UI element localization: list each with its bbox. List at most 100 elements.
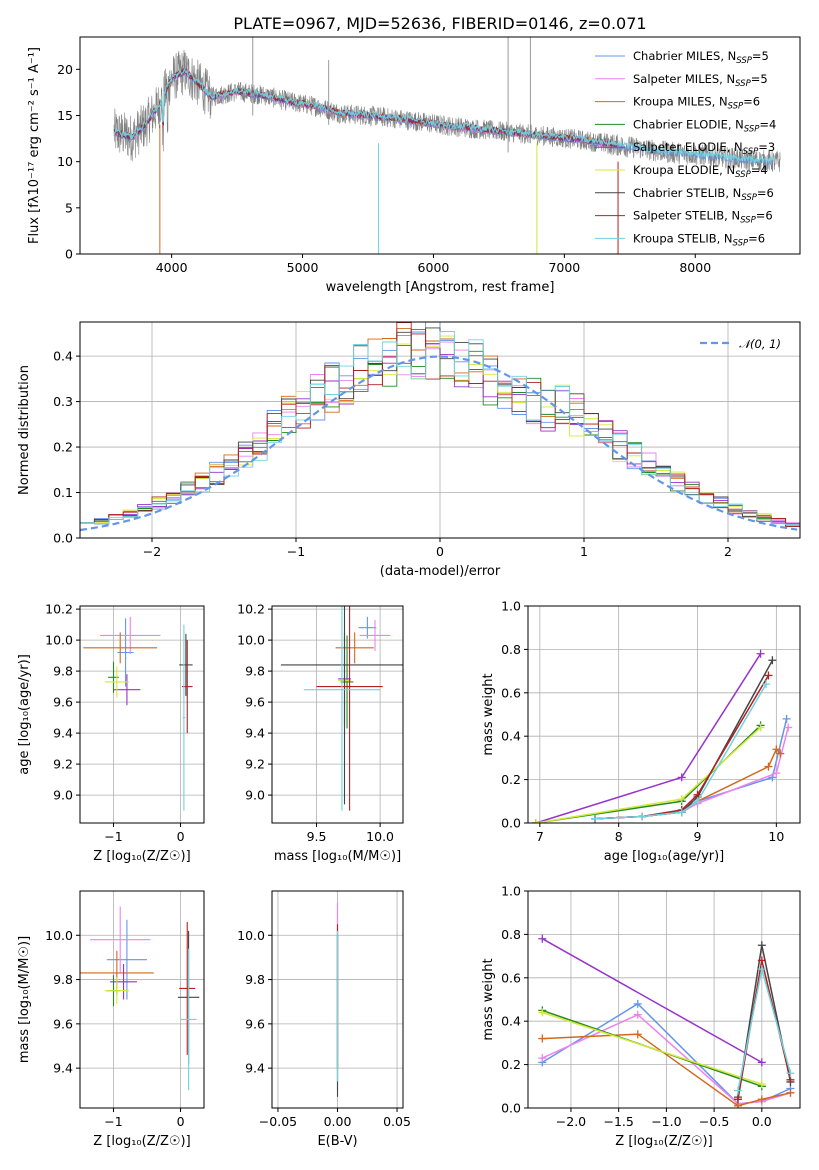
mass-weight-point: [638, 812, 647, 821]
x-tick-label: −0.5: [699, 1114, 729, 1129]
mass-weight-point: [677, 795, 686, 804]
x-tick-label: 0: [177, 1114, 185, 1129]
mass-weight-line: [535, 653, 762, 823]
y-tick-label: 9.0: [53, 788, 73, 803]
age-vs-mass-frame: [271, 605, 404, 824]
x-tick-label: −1: [287, 544, 305, 559]
y-tick-label: 0.4: [501, 1014, 521, 1029]
legend-entry: Kroupa MILES, NSSP=6: [633, 95, 760, 112]
y-tick-label: 9.8: [245, 972, 265, 987]
x-tick-label: −2.0: [556, 1114, 586, 1129]
mass-weight-point: [531, 819, 540, 823]
age-vs-mass-xlabel: mass [log₁₀(M/M☉)]: [274, 849, 401, 864]
legend-entry: Chabrier STELIB, NSSP=6: [633, 186, 774, 203]
legend-text: Salpeter ELODIE, N: [633, 140, 743, 154]
legend-text: Chabrier ELODIE, N: [633, 117, 744, 131]
x-tick-label: 6000: [418, 260, 450, 275]
figure-title: PLATE=0967, MJD=52636, FIBERID=0146, z=0…: [233, 14, 646, 33]
y-tick-label: 9.4: [245, 726, 265, 741]
legend-text: =6: [756, 209, 773, 223]
y-tick-label: 10: [57, 154, 73, 169]
mass-weight-point: [772, 769, 781, 778]
residuals-legend: 𝒩(0, 1): [700, 337, 781, 351]
legend-subscript: SSP: [743, 147, 759, 157]
y-tick-label: 9.2: [53, 757, 73, 772]
mass-weight-point: [633, 1030, 642, 1039]
y-tick-label: 9.6: [53, 695, 73, 710]
mass-weight-line: [737, 968, 792, 1091]
residual-histogram: [80, 322, 800, 538]
mass-weight-point: [757, 1080, 766, 1089]
mass-vs-Z-axes: −1 0 9.4 9.6 9.8 10.0 Z [log₁₀(Z/Z☉)] mass [log…: [17, 890, 205, 1149]
mass-weight-point: [756, 723, 765, 732]
spectrum-axes: 4000 5000 6000 7000 8000 0 5 10 15 20 wavelength […: [27, 36, 801, 295]
spectrum-ylabel: Flux [fλ10⁻¹⁷ erg cm⁻² s⁻¹ A⁻¹]: [27, 47, 42, 244]
mass-vs-Z-frame: [79, 890, 205, 1109]
x-tick-label: 0.05: [383, 1114, 411, 1129]
massweight-vs-age-frame: [527, 605, 801, 824]
legend-entry: Chabrier ELODIE, NSSP=4: [633, 117, 776, 134]
legend-subscript: SSP: [735, 79, 751, 89]
mass-weight-point: [786, 1069, 795, 1078]
age-vs-Z-frame: [79, 605, 205, 824]
legend-text: =3: [758, 140, 775, 154]
mass-vs-Z-ylabel: mass [log₁₀(M/M☉)]: [17, 936, 32, 1063]
mass-weight-point: [733, 1086, 742, 1095]
age-vs-Z-ylabel: age [log₁₀(age/yr)]: [17, 654, 32, 775]
legend-subscript: SSP: [744, 124, 760, 134]
legend-text: =6: [743, 95, 760, 109]
mass-weight-point: [633, 1010, 642, 1019]
y-tick-label: 10.2: [237, 602, 265, 617]
age-vs-Z-plot-area: [83, 616, 193, 811]
mass-weight-point: [757, 956, 766, 965]
y-tick-label: 0.0: [501, 816, 521, 831]
legend-subscript: SSP: [733, 238, 749, 248]
mass-weight-point: [776, 749, 785, 758]
y-tick-label: 9.4: [245, 1061, 265, 1076]
age-vs-mass-plot-area: [280, 606, 403, 811]
y-tick-label: 9.6: [245, 695, 265, 710]
mass-weight-point: [768, 656, 777, 665]
x-tick-label: 8: [615, 829, 623, 844]
y-tick-label: 10.0: [45, 928, 73, 943]
x-tick-label: −0.05: [259, 1114, 297, 1129]
spectrum-xlabel: wavelength [Angstrom, rest frame]: [326, 280, 555, 295]
x-tick-label: 0.0: [752, 1114, 772, 1129]
model-spectrum-line: [113, 67, 775, 164]
y-tick-label: 1.0: [501, 599, 521, 614]
mass-weight-point: [764, 762, 773, 771]
residual-histogram: [80, 331, 800, 538]
legend-entry: 𝒩(0, 1): [739, 337, 781, 351]
legend-subscript: SSP: [740, 216, 756, 226]
mass-weight-point: [756, 649, 765, 658]
y-tick-label: 9.2: [245, 757, 265, 772]
residuals-xlabel: (data-model)/error: [380, 564, 501, 579]
x-tick-label: 10: [768, 829, 784, 844]
legend-text: Chabrier MILES, N: [633, 49, 736, 63]
mass-weight-point: [757, 1058, 766, 1067]
y-tick-label: 0.4: [501, 729, 521, 744]
legend-subscript: SSP: [728, 102, 744, 112]
y-tick-label: 20: [57, 62, 73, 77]
mass-weight-line: [535, 724, 762, 823]
x-tick-label: 9: [694, 829, 702, 844]
y-tick-label: 9.8: [53, 664, 73, 679]
x-tick-label: 0: [177, 829, 185, 844]
legend-subscript: SSP: [736, 56, 752, 66]
mass-weight-point: [538, 1034, 547, 1043]
legend-text: =4: [751, 163, 768, 177]
mass-weight-point: [633, 999, 642, 1008]
y-tick-label: 10.2: [45, 602, 73, 617]
age-vs-Z-xlabel: Z [log₁₀(Z/Z☉)]: [93, 849, 190, 864]
x-tick-label: −1.5: [603, 1114, 633, 1129]
y-tick-label: 0.2: [53, 440, 73, 455]
y-tick-label: 0: [65, 247, 73, 262]
x-tick-label: 10.0: [366, 829, 394, 844]
mass-weight-point: [733, 1095, 742, 1104]
x-tick-label: 2: [724, 544, 732, 559]
mass-vs-EBV-xlabel: E(B-V): [317, 1134, 357, 1149]
mass-vs-Z-plot-area: [80, 906, 200, 1091]
x-tick-label: 0: [436, 544, 444, 559]
massweight-vs-Z-plot-area: [538, 934, 795, 1108]
